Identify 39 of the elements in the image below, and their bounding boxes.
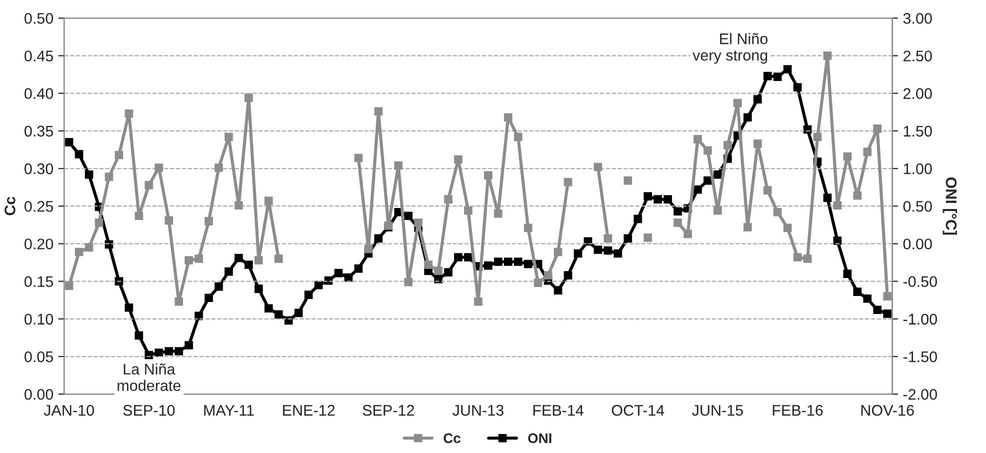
y2-tick-label: 1.50	[904, 126, 932, 137]
x-tick-label: JUN-15	[692, 405, 743, 416]
x-tick-label: OCT-14	[612, 404, 664, 416]
y-tick-label: 0.15	[24, 276, 54, 287]
y2-tick-label: 3.00	[903, 12, 932, 24]
y-tick-label: 0.40	[24, 88, 54, 100]
y-tick-label: 0.20	[24, 238, 54, 250]
y2-tick-label: 0.00	[903, 238, 932, 250]
y-tick-label: 0.30	[24, 163, 54, 174]
x-tick-label: NOV-16	[861, 404, 914, 416]
y-tick-label: 0.05	[24, 351, 54, 362]
y-tick-label: 0.10	[24, 314, 54, 325]
x-tick-label: JUN-13	[452, 404, 504, 416]
y2-tick-label: 2.00	[904, 88, 932, 100]
x-tick-label: JAN-10	[44, 404, 94, 416]
y2-tick-label: -1.00	[903, 314, 937, 325]
y2-tick-label: 0.50	[903, 200, 932, 212]
y2-tick-label: -0.50	[903, 276, 937, 287]
y-tick-label: 0.25	[24, 200, 54, 212]
legend-label: Cc	[444, 433, 460, 444]
y2-tick-label: -2.00	[903, 388, 937, 400]
y-tick-label: 0.00	[24, 388, 54, 400]
x-tick-label: ENE-12	[283, 404, 335, 416]
x-tick-label: FEB-16	[772, 404, 823, 416]
x-tick-label: FEB-14	[533, 405, 584, 416]
y-tick-label: 0.35	[24, 126, 54, 137]
annotation: El Niño very strong	[692, 33, 768, 64]
y-tick-label: 0.45	[24, 50, 54, 62]
y2-tick-label: 2.50	[904, 50, 932, 62]
y2-axis-title: ONI [°C]	[942, 177, 958, 235]
y-tick-label: 0.50	[24, 12, 54, 24]
x-tick-label: MAY-11	[204, 405, 254, 416]
y2-tick-label: -1.50	[903, 351, 937, 362]
legend-label: ONI	[528, 433, 552, 444]
y-axis-title: Cc	[4, 196, 16, 216]
x-tick-label: SEP-12	[362, 404, 414, 416]
y2-tick-label: 1.00	[904, 163, 932, 174]
annotation: La Niña moderate	[118, 363, 181, 392]
x-tick-label: SEP-10	[123, 404, 175, 416]
